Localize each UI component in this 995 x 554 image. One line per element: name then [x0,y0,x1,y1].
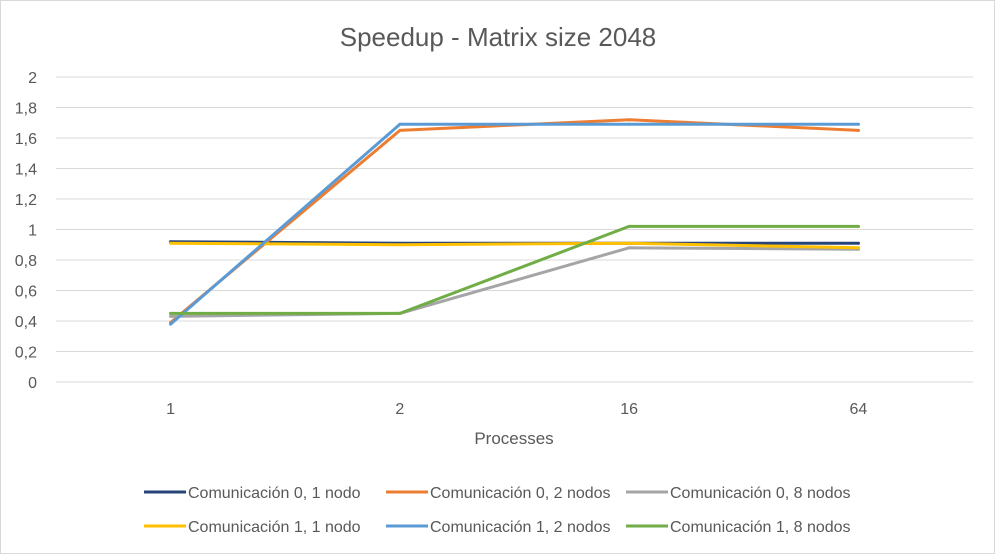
y-tick-label: 1,6 [15,131,37,148]
y-tick-label: 1 [28,223,37,240]
y-tick-label: 1,4 [15,162,37,179]
legend-label: Comunicación 1, 1 nodo [188,519,361,536]
y-tick-label: 2 [28,70,37,87]
x-tick-label: 1 [166,401,175,418]
legend-label: Comunicación 0, 1 nodo [188,485,361,502]
x-tick-label: 64 [849,401,867,418]
y-tick-label: 0,6 [15,284,37,301]
legend-label: Comunicación 1, 2 nodos [430,519,611,536]
series-line-3 [169,246,860,318]
data-point [627,241,631,245]
y-tick-label: 0,8 [15,253,37,270]
data-point [856,241,860,245]
series-group [169,118,860,326]
chart-title: Speedup - Matrix size 2048 [340,22,657,52]
y-tick-label: 0 [28,375,37,392]
data-point [856,224,860,228]
legend: Comunicación 0, 1 nodo Comunicación 0, 2 … [144,485,851,536]
data-point [169,241,173,245]
data-point [169,314,173,318]
x-axis-title: Processes [474,429,553,448]
series-line-5 [169,122,860,326]
x-axis-ticks: 1 2 16 64 [166,401,867,418]
data-point [856,122,860,126]
legend-label: Comunicación 0, 2 nodos [430,485,611,502]
data-point [398,311,402,315]
data-point [627,246,631,250]
series-line-4 [169,241,860,250]
legend-label: Comunicación 0, 8 nodos [670,485,851,502]
y-tick-label: 1,8 [15,101,37,118]
series-line-6 [169,224,860,315]
data-point [627,224,631,228]
series-line-2 [169,118,860,324]
data-point [169,311,173,315]
legend-label: Comunicación 1, 8 nodos [670,519,851,536]
y-tick-label: 0,4 [15,314,37,331]
data-point [856,246,860,250]
y-tick-label: 0,2 [15,345,37,362]
data-point [398,122,402,126]
x-tick-label: 2 [395,401,404,418]
data-point [627,122,631,126]
data-point [398,243,402,247]
data-point [398,128,402,132]
data-point [627,118,631,122]
y-axis-ticks: 0 0,2 0,4 0,6 0,8 1 1,2 1,4 1,6 1,8 2 [15,70,37,392]
data-point [856,128,860,132]
gridlines [56,76,973,383]
y-tick-label: 1,2 [15,192,37,209]
x-tick-label: 16 [620,401,638,418]
data-point [169,322,173,326]
